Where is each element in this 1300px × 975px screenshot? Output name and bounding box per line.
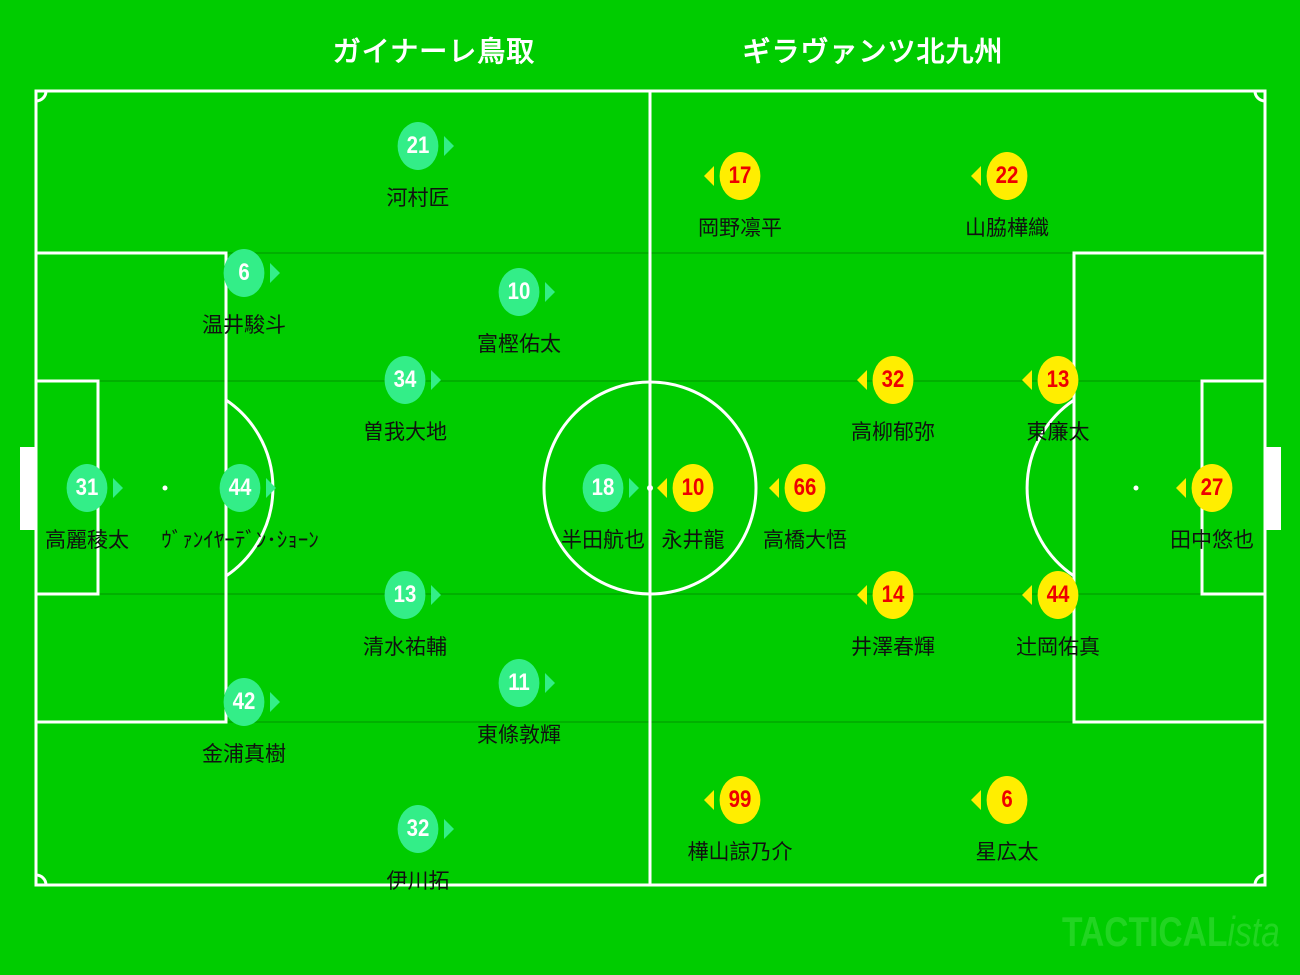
- player-number: 32: [872, 356, 914, 404]
- player-name: 辻岡佑真: [1016, 635, 1100, 659]
- player-number: 6: [986, 776, 1028, 824]
- player-name: 永井龍: [661, 528, 725, 552]
- player-number: 18: [582, 464, 624, 512]
- direction-arrow-icon: [971, 166, 981, 186]
- player-name: 樺山諒乃介: [687, 840, 793, 864]
- watermark-suffix: ista: [1227, 908, 1280, 955]
- player-name: 山脇樺織: [965, 216, 1049, 240]
- player-name: 高橋大悟: [763, 528, 847, 552]
- player-number: 21: [397, 122, 439, 170]
- direction-arrow-icon: [1176, 478, 1186, 498]
- player-number: 22: [986, 152, 1028, 200]
- direction-arrow-icon: [545, 282, 555, 302]
- player-number: 99: [719, 776, 761, 824]
- player-number: 10: [672, 464, 714, 512]
- player-name: 曽我大地: [363, 420, 447, 444]
- player-name: 半田航也: [561, 528, 645, 552]
- player-number: 32: [397, 805, 439, 853]
- player-number: 44: [219, 464, 261, 512]
- player-number: 17: [719, 152, 761, 200]
- player-name: 富樫佑太: [477, 332, 561, 356]
- player-name: 岡野凛平: [698, 216, 782, 240]
- direction-arrow-icon: [444, 136, 454, 156]
- player-number: 13: [1037, 356, 1079, 404]
- player-name: 金浦真樹: [202, 742, 286, 766]
- player-number: 27: [1191, 464, 1233, 512]
- home-team-name: ガイナーレ鳥取: [332, 35, 536, 68]
- player-number: 31: [66, 464, 108, 512]
- direction-arrow-icon: [444, 819, 454, 839]
- direction-arrow-icon: [113, 478, 123, 498]
- direction-arrow-icon: [266, 478, 276, 498]
- direction-arrow-icon: [704, 166, 714, 186]
- player-name: 清水祐輔: [363, 635, 447, 659]
- player-number: 10: [498, 268, 540, 316]
- direction-arrow-icon: [431, 370, 441, 390]
- direction-arrow-icon: [857, 370, 867, 390]
- watermark-main: TACTICAL: [1062, 908, 1228, 955]
- direction-arrow-icon: [857, 585, 867, 605]
- direction-arrow-icon: [270, 692, 280, 712]
- player-name: 高柳郁弥: [851, 420, 935, 444]
- direction-arrow-icon: [1022, 370, 1032, 390]
- player-number: 66: [784, 464, 826, 512]
- direction-arrow-icon: [629, 478, 639, 498]
- direction-arrow-icon: [270, 263, 280, 283]
- player-name: 星広太: [975, 840, 1039, 864]
- direction-arrow-icon: [431, 585, 441, 605]
- direction-arrow-icon: [704, 790, 714, 810]
- player-name: 伊川拓: [386, 869, 450, 893]
- player-name: 井澤春輝: [851, 635, 935, 659]
- player-number: 11: [498, 659, 540, 707]
- player-number: 34: [384, 356, 426, 404]
- player-name: 温井駿斗: [202, 313, 286, 337]
- player-name: 東廉太: [1026, 420, 1090, 444]
- direction-arrow-icon: [545, 673, 555, 693]
- player-name: 東條敦輝: [477, 723, 561, 747]
- player-name: 河村匠: [386, 186, 450, 210]
- direction-arrow-icon: [971, 790, 981, 810]
- player-number: 14: [872, 571, 914, 619]
- direction-arrow-icon: [769, 478, 779, 498]
- direction-arrow-icon: [1022, 585, 1032, 605]
- player-number: 42: [223, 678, 265, 726]
- player-number: 13: [384, 571, 426, 619]
- away-team-name: ギラヴァンツ北九州: [742, 35, 1004, 68]
- player-name: 高麗稜太: [45, 528, 129, 552]
- tacticalista-watermark: TACTICALista: [1062, 908, 1280, 956]
- player-number: 6: [223, 249, 265, 297]
- player-name: 田中悠也: [1170, 528, 1254, 552]
- direction-arrow-icon: [657, 478, 667, 498]
- player-name: ｳﾞｧﾝｲﾔｰﾃﾞﾝ･ｼｮｰﾝ: [161, 528, 319, 552]
- player-number: 44: [1037, 571, 1079, 619]
